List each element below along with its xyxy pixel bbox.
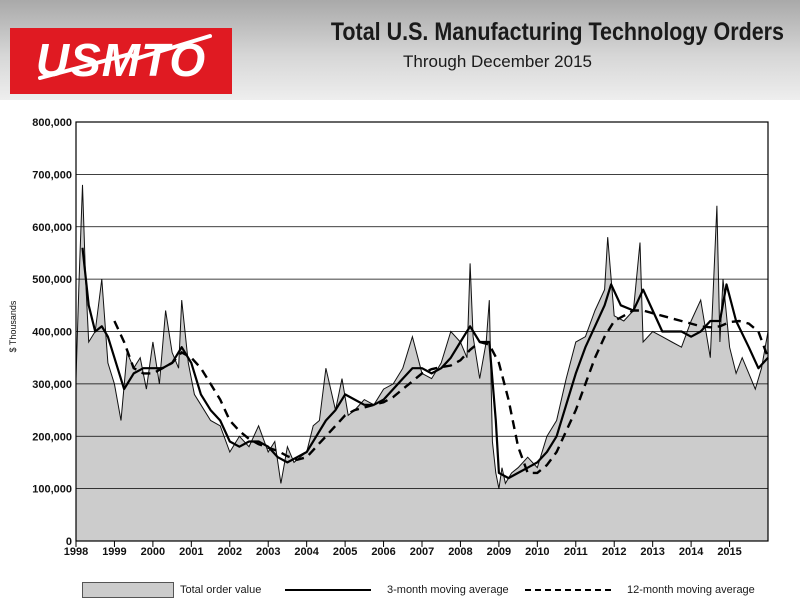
x-tick-label: 2013 (640, 546, 664, 558)
y-tick-label: 800,000 (32, 117, 72, 129)
series-total-area (76, 184, 768, 541)
x-tick-label: 2000 (141, 546, 165, 558)
series-ma3-line (81, 247, 769, 480)
legend-swatch-solid (285, 589, 371, 591)
legend-swatch-dashed (525, 589, 611, 591)
x-tick-label: 2002 (218, 546, 242, 558)
x-tick-label: 2001 (179, 546, 203, 558)
legend-swatch-area (82, 582, 174, 598)
legend-total: Total order value (0, 578, 300, 602)
legend-label-total: Total order value (180, 584, 262, 596)
logo-swoosh (38, 34, 212, 80)
y-tick-label: 300,000 (32, 379, 72, 391)
legend: Total order value 3-month moving average… (0, 578, 800, 602)
x-tick-label: 2008 (448, 546, 472, 558)
y-tick-label: 500,000 (32, 274, 72, 286)
chart-title: Total U.S. Manufacturing Technology Orde… (330, 18, 784, 46)
legend-label-ma12: 12-month moving average (627, 584, 755, 596)
x-tick-label: 2006 (371, 546, 395, 558)
header-banner: USMTO Total U.S. Manufacturing Technolog… (0, 0, 800, 100)
x-tick-label: 2012 (602, 546, 626, 558)
chart-area: 0 100,000 200,000 300,000 400,000 500,000 600,… (8, 117, 770, 558)
y-tick-label: 700,000 (32, 169, 72, 181)
x-tick-label: 1998 (64, 546, 88, 558)
x-tick-label: 2010 (525, 546, 549, 558)
x-tick-label: 2007 (410, 546, 434, 558)
legend-label-ma3: 3-month moving average (387, 584, 509, 596)
usmto-logo: USMTO (10, 28, 232, 94)
x-tick-label: 2004 (294, 546, 319, 558)
y-tick-label: 200,000 (32, 431, 72, 443)
x-tick-label: 2014 (679, 546, 704, 558)
logo-text: USMTO (35, 34, 207, 86)
y-tick-label: 600,000 (32, 222, 72, 234)
legend-ma3: 3-month moving average (285, 578, 545, 602)
chart-subtitle: Through December 2015 (402, 52, 592, 71)
y-axis-label: $ Thousands (8, 300, 18, 352)
x-tick-label: 2003 (256, 546, 280, 558)
x-tick-label: 2009 (487, 546, 511, 558)
x-tick-label: 2011 (564, 546, 588, 558)
y-tick-label: 0 (66, 536, 72, 548)
x-tick-label: 2005 (333, 546, 357, 558)
y-tick-label: 100,000 (32, 484, 72, 496)
y-tick-label: 400,000 (32, 327, 72, 339)
legend-ma12: 12-month moving average (525, 578, 800, 602)
x-tick-label: 1999 (102, 546, 126, 558)
x-tick-label: 2015 (717, 546, 741, 558)
